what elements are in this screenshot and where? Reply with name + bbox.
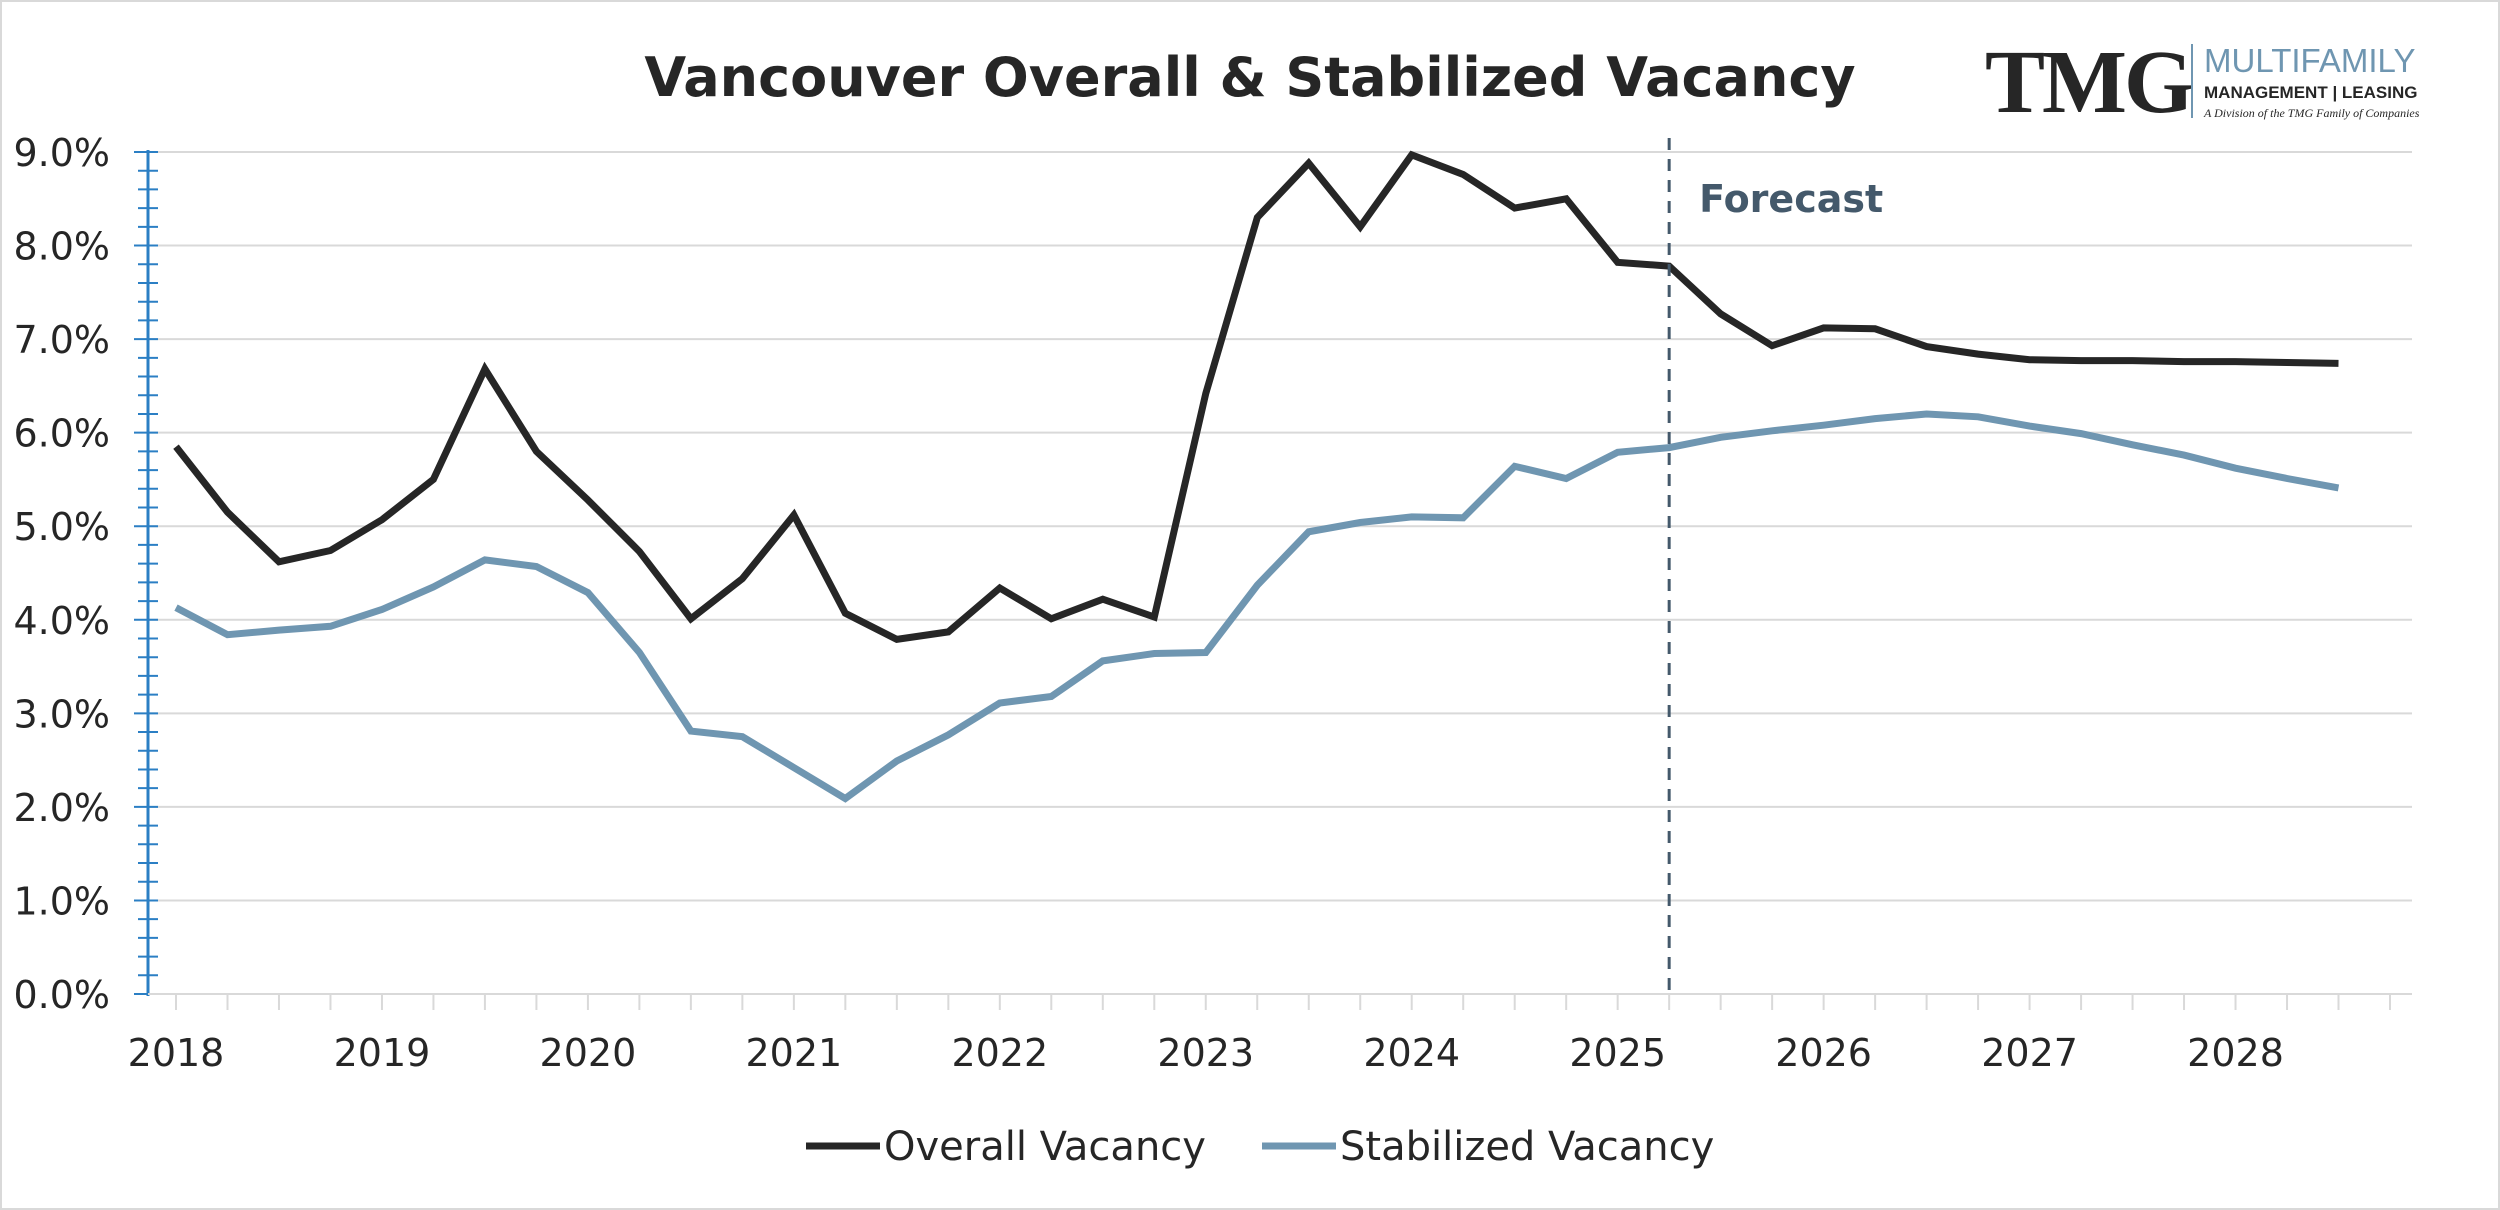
x-tick-label: 2018: [128, 1031, 225, 1075]
stabilized-vacancy-line: [174, 410, 2340, 803]
logo-line-management: MANAGEMENT | LEASING: [2204, 83, 2417, 102]
y-tick-label: 3.0%: [13, 692, 110, 736]
x-tick-label: 2021: [746, 1031, 843, 1075]
x-axis-tick-labels: 2018 2019 2020 2021 2022 2023 2024 2025 2026 2027…: [128, 1031, 2284, 1075]
logo-line-division: A Division of the TMG Family of Companie…: [2203, 106, 2420, 120]
legend: Overall Vacancy Stabilized Vacancy: [806, 1124, 1714, 1170]
overall-vacancy-line: [173, 150, 2339, 644]
logo-wordmark: TMG: [1985, 33, 2192, 132]
tmg-logo: TMG MULTIFAMILY MANAGEMENT | LEASING A D…: [1985, 33, 2420, 132]
y-tick-label: 4.0%: [13, 599, 110, 643]
x-tick-label: 2026: [1775, 1031, 1872, 1075]
y-tick-label: 1.0%: [13, 879, 110, 923]
y-tick-label: 9.0%: [13, 131, 110, 175]
logo-line-multifamily: MULTIFAMILY: [2204, 42, 2415, 79]
y-tick-label: 6.0%: [13, 412, 110, 456]
y-axis-tick-labels: 0.0% 1.0% 2.0% 3.0% 4.0% 5.0% 6.0% 7.0% 8.0% 9.0%: [13, 131, 110, 1017]
y-tick-label: 7.0%: [13, 318, 110, 362]
y-tick-label: 0.0%: [13, 973, 110, 1017]
x-tick-label: 2019: [334, 1031, 431, 1075]
series-lines: [173, 150, 2340, 803]
x-tick-label: 2027: [1981, 1031, 2078, 1075]
x-tick-label: 2025: [1569, 1031, 1666, 1075]
forecast-label: Forecast: [1699, 177, 1883, 221]
axes: [134, 150, 2412, 1010]
chart-title: Vancouver Overall & Stabilized Vacancy: [644, 46, 1855, 109]
y-tick-label: 2.0%: [13, 786, 110, 830]
legend-label-overall: Overall Vacancy: [884, 1124, 1206, 1170]
x-tick-label: 2023: [1157, 1031, 1254, 1075]
x-tick-label: 2024: [1363, 1031, 1460, 1075]
gridlines: [148, 151, 2412, 995]
y-tick-label: 5.0%: [13, 505, 110, 549]
x-tick-label: 2022: [951, 1031, 1048, 1075]
y-tick-label: 8.0%: [13, 225, 110, 269]
x-tick-label: 2028: [2187, 1031, 2284, 1075]
x-tick-label: 2020: [540, 1031, 637, 1075]
legend-label-stabilized: Stabilized Vacancy: [1340, 1124, 1714, 1170]
